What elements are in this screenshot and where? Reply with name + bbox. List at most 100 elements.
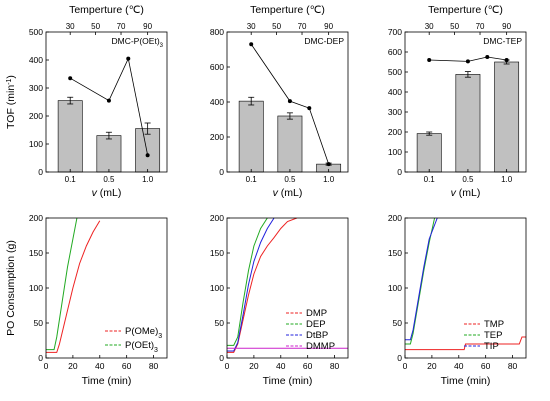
tof-panel-3: 0 100 200 300 400 500 600 700 0.1 0.5 1.0 30 50 70 90 D… xyxy=(388,4,527,199)
tof-point xyxy=(465,59,470,64)
series-line-dmp xyxy=(227,218,298,353)
temp-tick-label: 90 xyxy=(324,22,333,31)
y-tick-label: 50 xyxy=(215,318,225,328)
legend-entry: TIP xyxy=(484,341,499,352)
x-tick-label: 80 xyxy=(330,361,340,371)
x-tick-label: 0.1 xyxy=(246,175,258,184)
temp-tick-label: 50 xyxy=(91,22,100,31)
x-tick-label: 0.5 xyxy=(462,175,474,184)
tof-line xyxy=(429,56,507,62)
x-tick-label: 20 xyxy=(68,361,78,371)
legend-entry: DtBP xyxy=(306,330,328,341)
tof-point xyxy=(145,153,150,158)
x-tick-label: 80 xyxy=(149,361,159,371)
temperature-label: Temperture (℃) xyxy=(69,4,144,16)
y-tick-label: 100 xyxy=(388,147,402,157)
tof-point xyxy=(307,106,312,111)
legend-entry: TEP xyxy=(484,330,502,341)
y-axis-label-consumption: PO Consumption (g) xyxy=(5,240,17,336)
y-tick-label: 150 xyxy=(210,248,224,258)
temp-tick-label: 70 xyxy=(476,22,485,31)
tof-point xyxy=(126,56,131,61)
bar-0.1 xyxy=(416,133,442,173)
temperature-label: Temperture (℃) xyxy=(250,4,325,16)
y-tick-label: 400 xyxy=(210,97,224,107)
x-tick-label: 20 xyxy=(427,361,437,371)
legend-entry: DMP xyxy=(306,308,327,319)
x-tick-label: 1.0 xyxy=(323,175,335,184)
x-tick-label: 0 xyxy=(225,361,230,371)
y-tick-label: 0 xyxy=(397,167,402,177)
series-line-tip xyxy=(405,218,438,341)
x-tick-label: 1.0 xyxy=(501,175,513,184)
y-tick-label: 600 xyxy=(210,62,224,72)
tof-line xyxy=(250,44,330,165)
tof-point xyxy=(504,58,509,62)
plot-frame xyxy=(404,31,527,173)
x-axis-label: Time (min) xyxy=(82,375,132,387)
y-tick-label: 200 xyxy=(388,127,402,137)
temp-tick-label: 50 xyxy=(272,22,281,31)
bar-1.0 xyxy=(135,128,161,173)
panel-title: DMC-P(OEt)3 xyxy=(111,36,163,49)
y-tick-label: 50 xyxy=(393,318,403,328)
temp-tick-label: 30 xyxy=(425,22,434,31)
y-tick-label: 600 xyxy=(388,47,402,57)
tof-point xyxy=(249,42,254,47)
y-tick-label: 0 xyxy=(219,167,224,177)
bar-0.5 xyxy=(455,74,481,173)
consumption-panel-2: 0 50 100 150 200 0 20 40 60 80 Time (min) DMPDEPDtB… xyxy=(210,213,349,387)
x-axis-label: v (mL) xyxy=(273,187,303,199)
consumption-panel-1: 0 50 100 150 200 0 20 40 60 80 Time (min) P(OMe)3P(… xyxy=(29,213,168,387)
temp-tick-label: 90 xyxy=(143,22,152,31)
y-tick-label: 100 xyxy=(388,283,402,293)
bar-0.5 xyxy=(277,115,303,173)
y-tick-label: 200 xyxy=(210,132,224,142)
tof-point xyxy=(485,55,490,59)
tof-point xyxy=(287,99,292,104)
temp-tick-label: 70 xyxy=(298,22,307,31)
y-tick-label: 400 xyxy=(388,87,402,97)
x-tick-label: 40 xyxy=(454,361,464,371)
series-line-dtbp xyxy=(227,218,275,352)
x-tick-label: 40 xyxy=(95,361,105,371)
tof-line xyxy=(69,57,149,156)
panel-title: DMC-DEP xyxy=(304,36,344,46)
temp-tick-label: 70 xyxy=(117,22,126,31)
bar-0.5 xyxy=(96,135,122,173)
x-tick-label: 0.1 xyxy=(65,175,77,184)
x-tick-label: 60 xyxy=(303,361,313,371)
x-tick-label: 1.0 xyxy=(142,175,154,184)
y-tick-label: 300 xyxy=(388,107,402,117)
x-axis-label: v (mL) xyxy=(92,187,122,199)
x-axis-label: Time (min) xyxy=(441,375,491,387)
y-tick-label: 500 xyxy=(388,67,402,77)
y-axis-label-tof: TOF (min-1) xyxy=(5,75,17,129)
x-axis-label: v (mL) xyxy=(451,187,481,199)
tof-point xyxy=(106,98,111,103)
legend-entry: DMMP xyxy=(306,341,335,352)
tof-point xyxy=(326,162,331,167)
bar-0.1 xyxy=(238,100,264,173)
tof-point xyxy=(68,76,73,81)
tof-panel-1: 0 100 200 300 400 500 0.1 0.5 1.0 30 50 70 90 DMC-P(O… xyxy=(29,4,168,199)
y-tick-label: 100 xyxy=(29,283,43,293)
y-tick-label: 50 xyxy=(34,318,44,328)
temp-tick-label: 90 xyxy=(502,22,511,31)
plot-frame xyxy=(404,217,527,359)
temp-tick-label: 50 xyxy=(450,22,459,31)
x-tick-label: 0 xyxy=(44,361,49,371)
bar-1.0 xyxy=(494,61,520,173)
series-line-poet xyxy=(46,218,78,351)
y-tick-label: 300 xyxy=(29,83,43,93)
y-tick-label: 800 xyxy=(210,27,224,37)
bar-0.1 xyxy=(57,100,83,173)
plot-frame xyxy=(45,31,168,173)
y-tick-label: 0 xyxy=(397,353,402,363)
x-tick-label: 0.1 xyxy=(424,175,436,184)
y-tick-label: 100 xyxy=(29,139,43,149)
y-tick-label: 200 xyxy=(29,213,43,223)
x-axis-label: Time (min) xyxy=(263,375,313,387)
